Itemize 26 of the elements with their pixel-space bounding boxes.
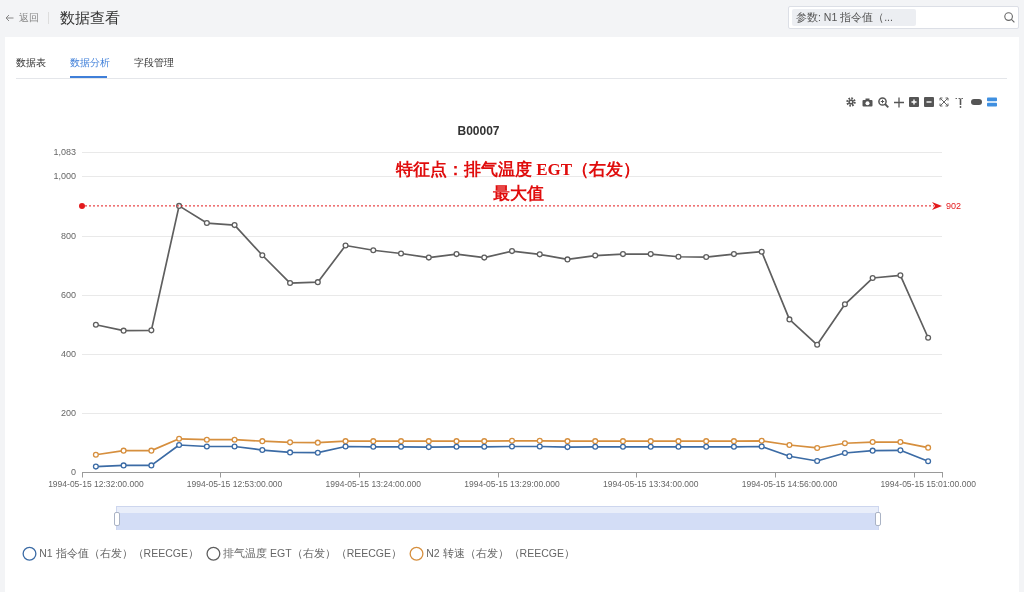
y-tick-label: 0	[70, 466, 76, 477]
chart-title: B00007	[457, 123, 500, 138]
y-tick-label: 1,083	[53, 146, 76, 157]
legend-label: 排气温度 EGT（右发）（REECGE）	[223, 546, 403, 559]
text: 数据查看	[60, 9, 120, 26]
x-tick-label: 1994-05-15 12:53:00.000	[186, 478, 283, 489]
legend-label: N1 指令值（右发）（REECGE）	[39, 546, 199, 559]
y-tick-label: 200	[60, 407, 76, 418]
x-tick-label: 1994-05-15 12:32:00.000	[48, 478, 144, 489]
y-tick-label: 800	[60, 230, 76, 241]
text: 返回	[19, 11, 39, 23]
x-tick-label: 1994-05-15 13:34:00.000	[602, 478, 699, 489]
y-tick-label: 400	[60, 348, 76, 359]
text: 字段管理	[134, 57, 174, 68]
text: 数据表	[16, 57, 46, 68]
annotation: 特征点：排气温度 EGT（右发）最大值	[394, 159, 641, 203]
y-tick-label: 600	[60, 289, 76, 300]
ref-line-label: 902	[946, 200, 962, 211]
y-tick-label: 1,000	[53, 171, 76, 182]
x-tick-label: 1994-05-15 13:29:00.000	[464, 478, 560, 489]
text: 数据分析	[70, 57, 110, 68]
text: 参数: N1 指令值（...	[796, 11, 893, 23]
legend-label: N2 转速（右发）（REECGE）	[426, 546, 575, 559]
x-tick-label: 1994-05-15 13:24:00.000	[325, 478, 422, 489]
x-tick-label: 1994-05-15 14:56:00.000	[741, 478, 838, 489]
x-tick-label: 1994-05-15 15:01:00.000	[880, 478, 977, 489]
